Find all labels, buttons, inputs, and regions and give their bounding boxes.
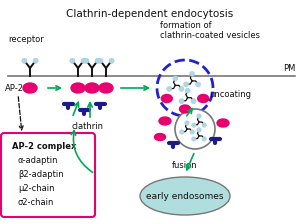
Circle shape: [191, 99, 196, 104]
Circle shape: [98, 58, 103, 63]
FancyBboxPatch shape: [1, 133, 95, 217]
Circle shape: [190, 71, 195, 76]
Ellipse shape: [23, 83, 37, 93]
FancyArrowPatch shape: [88, 103, 92, 117]
Circle shape: [196, 82, 201, 87]
Ellipse shape: [99, 83, 113, 93]
Ellipse shape: [217, 119, 229, 127]
Text: uncoating: uncoating: [209, 90, 251, 99]
Circle shape: [109, 58, 114, 63]
Ellipse shape: [179, 105, 191, 113]
Circle shape: [192, 123, 196, 127]
Text: PM: PM: [284, 64, 296, 73]
Circle shape: [179, 86, 184, 91]
Circle shape: [175, 109, 215, 149]
Text: μ2-chain: μ2-chain: [18, 184, 55, 193]
Ellipse shape: [140, 177, 230, 215]
Ellipse shape: [71, 83, 85, 93]
Circle shape: [202, 137, 206, 141]
FancyArrowPatch shape: [187, 109, 192, 116]
Text: clathrin: clathrin: [72, 122, 104, 131]
Circle shape: [197, 128, 201, 132]
Circle shape: [190, 130, 194, 134]
Circle shape: [167, 86, 172, 91]
Circle shape: [33, 58, 38, 63]
Circle shape: [84, 58, 89, 63]
FancyArrowPatch shape: [121, 86, 148, 90]
Text: AP-2: AP-2: [5, 84, 24, 93]
FancyArrowPatch shape: [73, 102, 79, 115]
Circle shape: [192, 137, 196, 141]
Circle shape: [179, 99, 184, 104]
Circle shape: [184, 82, 188, 87]
Circle shape: [185, 121, 189, 125]
Circle shape: [81, 58, 86, 63]
FancyArrowPatch shape: [18, 97, 23, 130]
Text: σ2-chain: σ2-chain: [18, 198, 54, 207]
Text: AP-2 complex: AP-2 complex: [12, 142, 76, 151]
Circle shape: [22, 58, 27, 63]
Text: early endosomes: early endosomes: [146, 192, 224, 200]
Circle shape: [197, 114, 201, 118]
Circle shape: [173, 76, 178, 81]
Text: receptor: receptor: [8, 35, 44, 44]
Circle shape: [202, 123, 206, 127]
FancyArrowPatch shape: [71, 131, 93, 172]
Ellipse shape: [154, 134, 166, 140]
Circle shape: [180, 130, 184, 134]
Ellipse shape: [161, 95, 172, 103]
Circle shape: [95, 58, 100, 63]
Text: β2-adaptin: β2-adaptin: [18, 170, 64, 179]
Ellipse shape: [85, 83, 99, 93]
Circle shape: [70, 58, 75, 63]
Text: Clathrin-dependent endocytosis: Clathrin-dependent endocytosis: [66, 9, 234, 19]
Circle shape: [185, 88, 190, 93]
Text: fusion: fusion: [172, 161, 198, 170]
Text: formation of
clathrin-coated vesicles: formation of clathrin-coated vesicles: [160, 21, 260, 40]
FancyArrowPatch shape: [187, 153, 194, 170]
Ellipse shape: [198, 95, 209, 103]
Ellipse shape: [159, 117, 171, 125]
Text: α-adaptin: α-adaptin: [18, 156, 58, 165]
FancyArrowPatch shape: [48, 86, 60, 90]
